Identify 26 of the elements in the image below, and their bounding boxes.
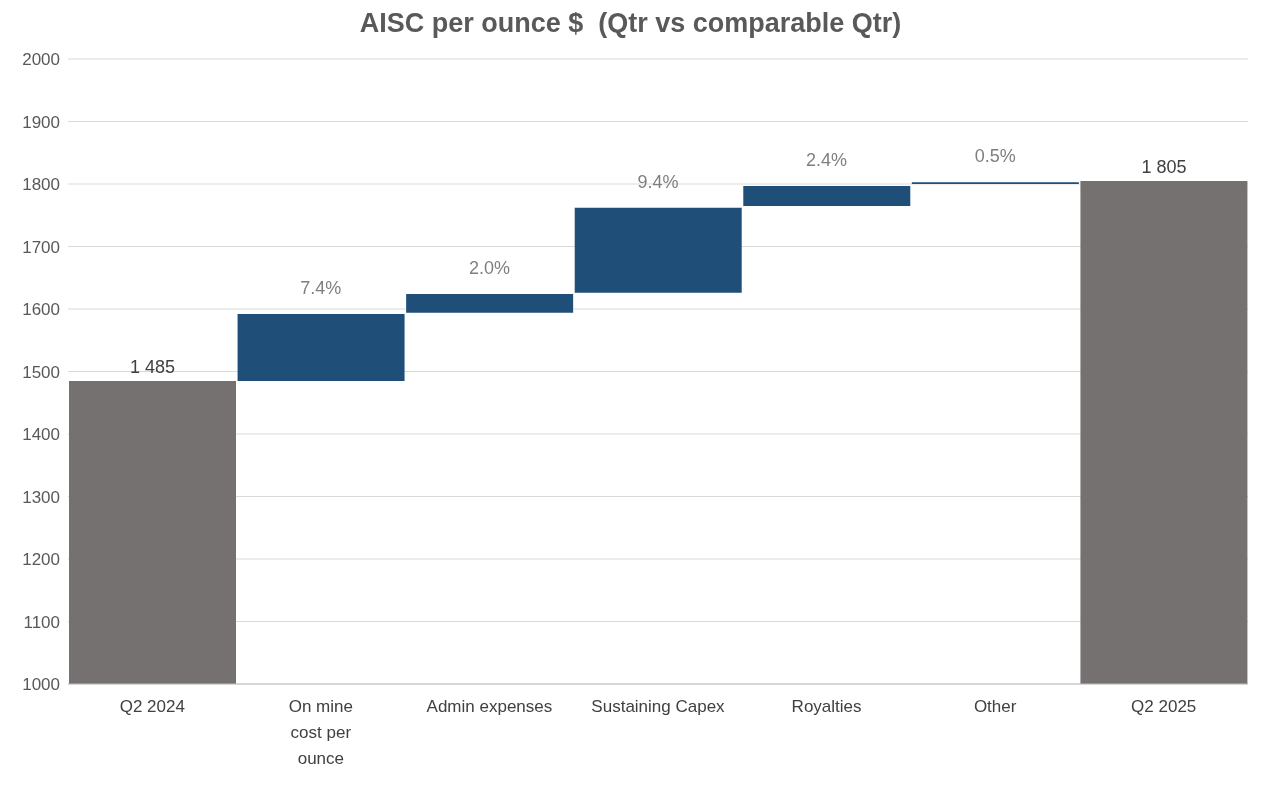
- annotation: 2.4%: [806, 149, 848, 170]
- data-label: 1 805: [1141, 156, 1187, 177]
- x-tick-label: Sustaining Capex: [591, 697, 726, 716]
- annotation: 7.4%: [300, 278, 342, 298]
- y-tick-label: 1000: [22, 675, 60, 695]
- y-tick-label: 1600: [22, 300, 60, 320]
- x-tick-label: Other: [973, 697, 1017, 716]
- y-tick-label: 1700: [22, 237, 60, 257]
- x-tick-label: Q2 2024: [119, 697, 185, 716]
- x-tick-label: Q2 2025: [1131, 697, 1197, 716]
- y-tick-label: 1800: [22, 175, 60, 195]
- y-tick-label: 1300: [22, 487, 60, 507]
- x-tick-label: Royalties: [791, 697, 862, 716]
- annotation: 0.5%: [974, 146, 1016, 167]
- y-tick-label: 1200: [22, 550, 60, 570]
- y-tick-label: 1400: [22, 425, 60, 445]
- data-label: 1 485: [129, 356, 176, 377]
- y-tick-label: 1100: [23, 612, 60, 632]
- x-tick-label: On mine cost per ounce: [288, 697, 353, 768]
- x-tick-label: Admin expenses: [426, 697, 553, 716]
- annotation: 9.4%: [637, 171, 679, 192]
- y-tick-label: 1500: [22, 362, 60, 382]
- y-tick-label: 2000: [22, 50, 60, 70]
- annotation: 2.0%: [468, 258, 510, 278]
- y-tick-label: 1900: [22, 112, 60, 132]
- chart-title: AISC per ounce $ (Qtr vs comparable Qtr): [358, 8, 903, 39]
